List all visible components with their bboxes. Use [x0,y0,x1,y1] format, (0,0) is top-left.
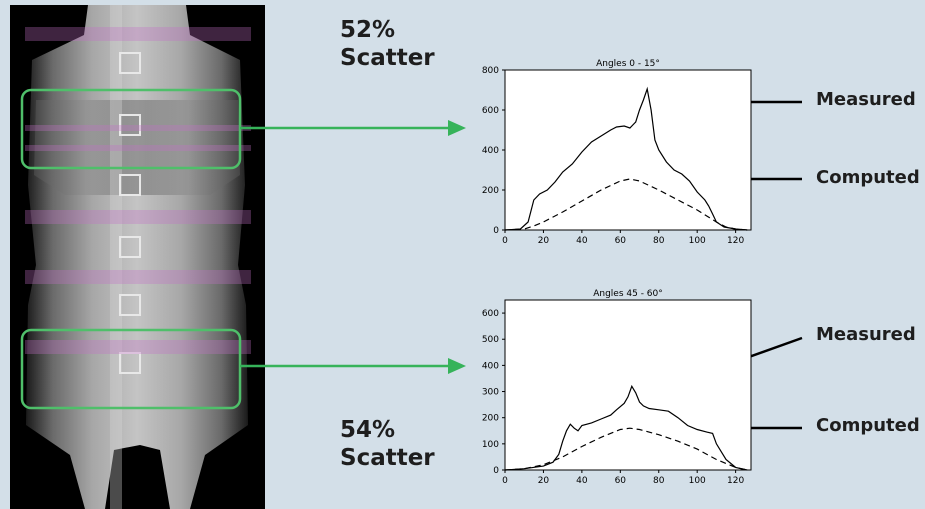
top-scatter-label: 52% Scatter [340,16,435,72]
measured-label-bottom: Measured [816,324,916,345]
y-tick-label: 800 [482,66,499,76]
top-scatter-value: 52% [340,17,396,43]
top-scatter-word: Scatter [340,45,435,71]
x-tick-label: 80 [653,236,665,246]
bottom-scatter-label: 54% Scatter [340,416,435,472]
x-tick-label: 0 [502,236,508,246]
y-tick-label: 400 [482,146,499,156]
ct-scout-scan-image [10,5,265,509]
chart-title: Angles 0 - 15° [596,59,660,69]
measured-curve [504,384,748,471]
x-tick-label: 20 [538,476,550,486]
computed-label-top: Computed [816,167,920,188]
measured-label-top: Measured [816,89,916,110]
x-tick-label: 120 [727,236,744,246]
bottom-scatter-value: 54% [340,417,396,443]
y-tick-label: 0 [493,226,499,236]
y-tick-label: 300 [482,388,499,398]
chart-angles-0-15: Angles 0 - 15° 0 20 40 60 80 100 120 0 200 400 600 8… [482,59,752,246]
x-tick-label: 60 [615,236,627,246]
x-tick-label: 120 [727,476,744,486]
x-tick-label: 40 [576,236,588,246]
computed-curve [504,427,748,471]
y-tick-label: 100 [482,440,499,450]
chart-angles-45-60: Angles 45 - 60° 0 20 40 60 80 100 120 0 100 200 300… [482,289,752,486]
y-tick-label: 200 [482,414,499,424]
x-tick-label: 0 [502,476,508,486]
x-tick-label: 60 [615,476,627,486]
y-tick-label: 400 [482,361,499,371]
bottom-scatter-word: Scatter [340,445,435,471]
y-tick-label: 600 [482,309,499,319]
x-tick-label: 100 [689,476,706,486]
chart-title: Angles 45 - 60° [593,289,663,299]
plot-area [504,69,752,231]
bottom-roi-arrowhead [448,358,466,374]
plot-area [504,299,752,471]
y-tick-label: 0 [493,466,499,476]
x-tick-label: 100 [689,236,706,246]
measured-curve [504,86,748,231]
computed-label-bottom: Computed [816,415,920,436]
x-tick-label: 20 [538,236,550,246]
x-tick-label: 40 [576,476,588,486]
x-tick-label: 80 [653,476,665,486]
y-tick-label: 500 [482,335,499,345]
top-roi-arrowhead [448,120,466,136]
y-tick-label: 600 [482,106,499,116]
y-tick-label: 200 [482,186,499,196]
